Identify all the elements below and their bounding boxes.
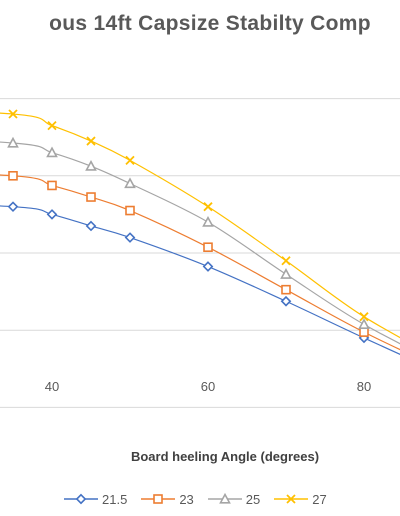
legend-entry-21.5: 21.5 <box>64 492 127 507</box>
legend-marker-23 <box>153 494 164 504</box>
legend-label-21.5: 21.5 <box>102 491 128 507</box>
chart-title: ous 14ft Capsize Stabilty Comp <box>49 12 371 35</box>
grid-lines <box>0 98 400 408</box>
data-point-27-6 <box>281 256 291 266</box>
legend-label-27: 27 <box>312 491 327 507</box>
data-point-25-5 <box>202 215 214 227</box>
legend-entry-23: 23 <box>141 491 194 507</box>
x-axis: 40 60 80 <box>45 379 371 394</box>
series-27 <box>0 109 400 339</box>
data-point-23-3 <box>86 192 96 202</box>
data-point-25-1 <box>7 136 19 148</box>
data-point-25-3 <box>85 159 97 171</box>
data-point-21.5-1 <box>7 201 19 213</box>
data-point-25-2 <box>46 146 58 158</box>
legend-marker-21.5 <box>75 493 87 505</box>
data-point-27-4 <box>125 155 135 165</box>
x-tick-label-2: 80 <box>357 379 371 394</box>
data-point-25-6 <box>280 268 292 279</box>
legend-swatch-27 <box>274 494 309 504</box>
legend-swatch-25 <box>207 492 242 504</box>
data-point-25-4 <box>124 177 136 189</box>
x-tick-label-1: 60 <box>201 379 215 394</box>
data-point-27-2 <box>47 120 57 131</box>
legend-marker-25 <box>218 492 231 504</box>
data-point-21.5-4 <box>124 232 136 243</box>
data-point-21.5-5 <box>202 261 214 272</box>
data-point-21.5-2 <box>46 209 58 220</box>
data-point-27-7 <box>359 312 369 322</box>
legend-label-25: 25 <box>245 491 261 507</box>
data-point-23-4 <box>125 205 135 216</box>
data-point-27-5 <box>203 202 213 212</box>
series-21.5 <box>0 201 400 356</box>
data-point-23-6 <box>281 284 291 295</box>
series-line-23 <box>0 174 400 351</box>
data-point-23-1 <box>8 171 18 181</box>
x-tick-label-0: 40 <box>45 379 59 394</box>
data-point-27-3 <box>86 136 96 146</box>
legend-swatch-21.5 <box>64 493 98 505</box>
legend-swatch-23 <box>141 494 176 504</box>
data-point-23-2 <box>47 180 57 191</box>
series-23 <box>0 171 400 351</box>
series-25 <box>0 136 400 345</box>
legend-entry-27: 27 <box>274 491 327 507</box>
data-point-27-1 <box>8 109 18 119</box>
series-layer <box>0 109 400 356</box>
data-point-25-7 <box>358 318 370 330</box>
series-line-27 <box>0 112 400 339</box>
data-point-21.5-3 <box>85 220 97 232</box>
data-point-23-7 <box>359 327 369 337</box>
legend-marker-27 <box>286 494 296 504</box>
legend-label-23: 23 <box>179 491 194 507</box>
data-point-21.5-6 <box>280 295 292 307</box>
legend: 21.5 23 25 27 <box>64 489 341 509</box>
data-point-23-5 <box>203 242 213 253</box>
series-line-21.5 <box>0 205 400 356</box>
legend-entry-25: 25 <box>207 491 261 507</box>
x-axis-title: Board heeling Angle (degrees) <box>130 449 320 464</box>
